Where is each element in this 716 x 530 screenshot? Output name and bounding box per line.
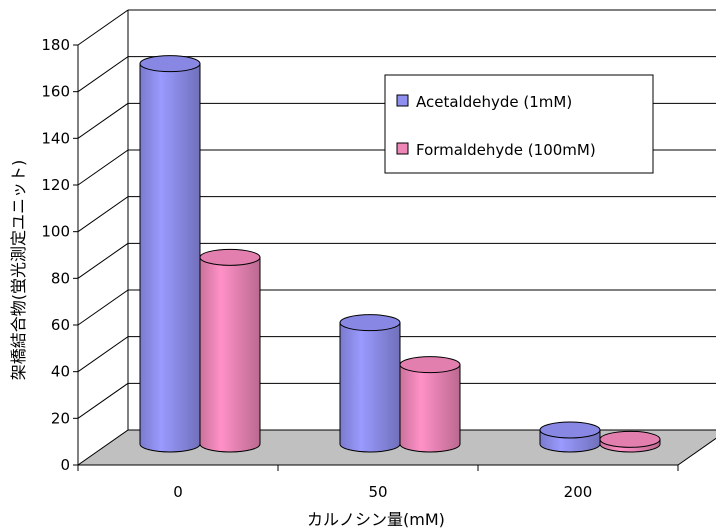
x-axis-title: カルノシン量(mM) — [307, 510, 445, 529]
y-tick-label: 180 — [41, 36, 70, 54]
legend-box — [384, 74, 654, 174]
y-tick-label: 120 — [41, 176, 70, 194]
x-tick-label: 200 — [564, 483, 593, 501]
bar-top — [199, 248, 261, 266]
gridline-side — [77, 56, 129, 93]
y-tick-label: 40 — [51, 363, 70, 381]
gridline-side — [77, 336, 129, 373]
bar-acetaldehyde-0 — [139, 55, 201, 453]
bar-body — [139, 63, 201, 453]
legend-swatch-acetaldehyde — [396, 94, 409, 107]
y-axis-title: 架橋結合物(蛍光測定ユニット) — [9, 160, 28, 381]
y-tick-label: 60 — [51, 316, 70, 334]
bar-formaldehyde-200 — [599, 430, 661, 453]
bar-top — [139, 55, 201, 73]
bar-body — [199, 256, 261, 453]
x-tick-label: 0 — [173, 483, 183, 501]
y-tick-label: 160 — [41, 83, 70, 101]
axes: 0 20 40 60 80 100 120 140 160 180 0 50 200 — [41, 36, 679, 501]
gridline-side — [77, 149, 129, 186]
legend: Acetaldehyde (1mM) Formaldehyde (100mM) — [384, 74, 654, 174]
bar-formaldehyde-50 — [399, 356, 461, 453]
y-tick-label: 140 — [41, 129, 70, 147]
gridline-side — [77, 102, 129, 139]
y-tick-label: 100 — [41, 223, 70, 241]
bar-body — [339, 322, 401, 453]
bar-acetaldehyde-200 — [539, 421, 601, 453]
bar-body — [399, 364, 461, 453]
bar-acetaldehyde-50 — [339, 314, 401, 453]
gridline-side — [77, 196, 129, 233]
bar-top — [599, 430, 661, 448]
gridline-side — [77, 242, 129, 279]
bar-formaldehyde-0 — [199, 248, 261, 453]
gridline-side — [77, 289, 129, 326]
legend-label-acetaldehyde: Acetaldehyde (1mM) — [416, 93, 572, 111]
legend-label-formaldehyde: Formaldehyde (100mM) — [416, 141, 596, 159]
gridline-side — [77, 9, 129, 46]
bars — [139, 55, 661, 453]
bar-top — [539, 421, 601, 439]
legend-swatch-formaldehyde — [396, 142, 409, 155]
bar-top — [399, 356, 461, 374]
y-tick-label: 0 — [60, 456, 70, 474]
y-tick-label: 20 — [51, 409, 70, 427]
bar-top — [339, 314, 401, 332]
y-tick-label: 80 — [51, 269, 70, 287]
gridline-side — [77, 382, 129, 419]
x-tick-label: 50 — [368, 483, 387, 501]
